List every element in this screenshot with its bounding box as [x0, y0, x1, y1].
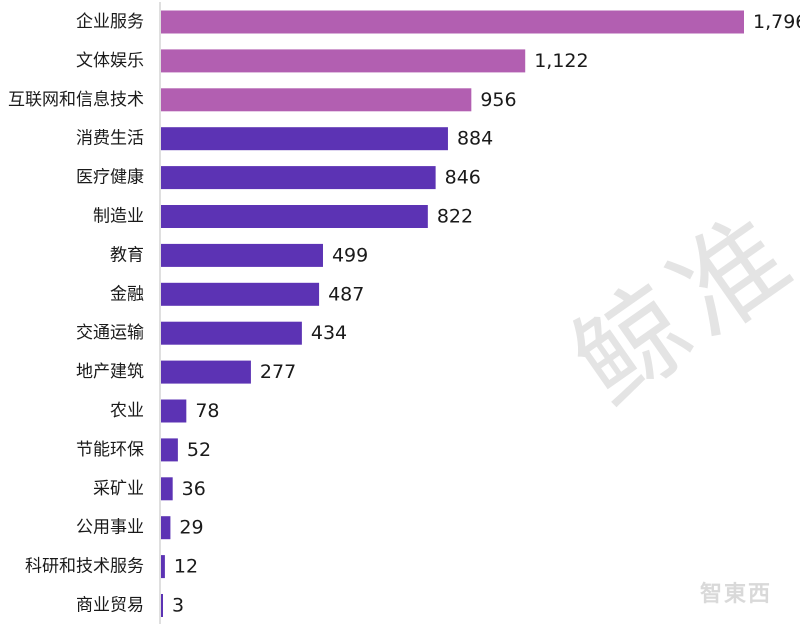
value-label: 36 — [182, 478, 206, 500]
bar — [161, 205, 428, 228]
value-label: 499 — [332, 244, 368, 266]
category-label: 消费生活 — [76, 129, 144, 149]
category-label: 企业服务 — [76, 12, 144, 32]
category-label: 教育 — [110, 245, 144, 265]
category-label: 医疗健康 — [76, 168, 144, 188]
category-label: 节能环保 — [76, 440, 144, 460]
bar — [161, 477, 173, 501]
value-label: 12 — [174, 556, 198, 578]
category-label: 商业贸易 — [76, 596, 144, 616]
value-label: 434 — [311, 322, 347, 344]
bar — [161, 594, 163, 617]
bar — [161, 321, 302, 345]
category-label: 公用事业 — [76, 518, 144, 538]
category-label: 文体娱乐 — [76, 51, 144, 71]
value-label: 3 — [172, 595, 184, 617]
bar — [161, 49, 526, 73]
value-label: 884 — [457, 128, 493, 150]
category-label: 制造业 — [93, 207, 144, 227]
bar — [161, 88, 472, 112]
bar — [161, 516, 171, 540]
category-label: 互联网和信息技术 — [8, 90, 144, 110]
value-label: 1,796 — [753, 11, 800, 33]
value-label: 487 — [328, 283, 364, 305]
value-label: 822 — [437, 206, 473, 228]
category-label: 金融 — [110, 284, 144, 304]
bar — [161, 360, 251, 384]
value-label: 29 — [179, 517, 203, 539]
value-label: 52 — [187, 439, 211, 461]
bar — [161, 10, 744, 34]
bar — [161, 555, 165, 579]
bar — [161, 282, 320, 306]
value-label: 277 — [260, 361, 296, 383]
bar — [161, 438, 178, 462]
bar — [161, 399, 187, 423]
category-label: 农业 — [110, 401, 144, 421]
bar — [161, 243, 323, 267]
category-label: 地产建筑 — [76, 362, 144, 382]
value-label: 846 — [445, 167, 481, 189]
value-label: 78 — [195, 400, 219, 422]
bar — [161, 166, 436, 190]
category-label: 交通运输 — [76, 323, 144, 343]
value-label: 956 — [480, 89, 516, 111]
category-label: 科研和技术服务 — [25, 557, 144, 577]
bar — [161, 127, 448, 151]
category-label: 采矿业 — [93, 479, 144, 499]
value-label: 1,122 — [534, 50, 588, 72]
